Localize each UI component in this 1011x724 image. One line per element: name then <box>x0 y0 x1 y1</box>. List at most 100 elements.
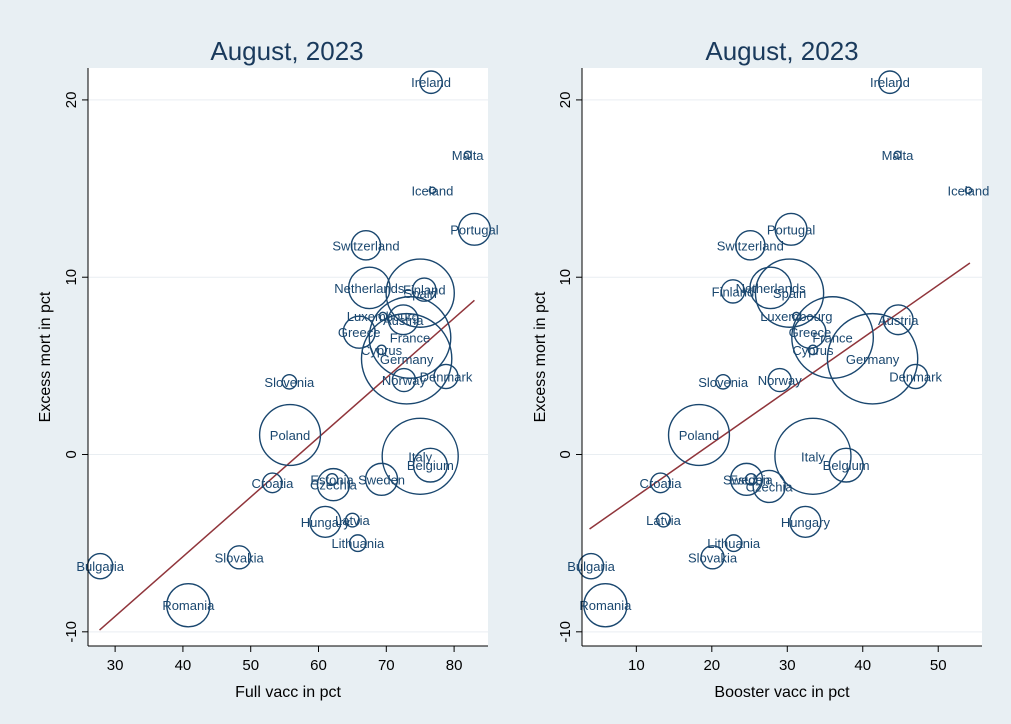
point-marker <box>744 472 758 486</box>
point-marker <box>261 472 283 494</box>
point-marker <box>258 403 322 467</box>
point-marker <box>344 512 360 528</box>
y-tick-label: 20 <box>63 92 80 109</box>
point-label: Romania <box>162 598 215 613</box>
point-marker <box>729 462 764 497</box>
point-label: Croatia <box>640 476 683 491</box>
y-axis-label: Excess mort in pct <box>532 291 549 422</box>
point-marker <box>964 186 973 195</box>
point-marker <box>412 447 448 483</box>
grid-lines <box>582 99 982 633</box>
point-label: Germany <box>380 352 434 367</box>
point-label: Austria <box>878 313 919 328</box>
point-marker <box>882 304 914 336</box>
point-label: Luxembourg <box>347 309 419 324</box>
point-marker <box>583 582 628 628</box>
point-label: France <box>812 330 852 345</box>
point-marker <box>774 417 852 496</box>
point-label: Czechia <box>746 479 794 494</box>
point-label: Ireland <box>870 75 910 90</box>
point-label: Czechia <box>310 478 358 493</box>
point-label: Belgium <box>407 458 454 473</box>
point-label: Switzerland <box>717 238 784 253</box>
point-marker <box>226 545 252 570</box>
point-marker <box>381 417 459 496</box>
point-marker <box>789 505 822 539</box>
x-tick-label: 50 <box>930 657 947 674</box>
x-tick-label: 30 <box>107 657 124 674</box>
point-marker <box>411 277 437 302</box>
grid-lines <box>88 99 488 633</box>
point-label: Portugal <box>450 222 499 237</box>
point-marker <box>281 373 298 390</box>
point-label: Italy <box>801 449 825 464</box>
point-label: Greece <box>338 325 381 340</box>
point-marker <box>166 582 211 628</box>
y-tick-label: 0 <box>557 450 574 458</box>
point-marker <box>428 186 437 195</box>
point-label: Iceland <box>411 183 453 198</box>
point-marker <box>655 512 672 528</box>
point-marker <box>828 447 864 483</box>
point-label: Netherlands <box>334 281 405 296</box>
point-label: Slovenia <box>264 375 315 390</box>
point-label: Sweden <box>723 472 770 487</box>
point-label: Slovenia <box>698 375 749 390</box>
point-label: Netherlands <box>736 281 807 296</box>
point-marker <box>391 367 417 393</box>
y-axis-label: Excess mort in pct <box>37 291 54 422</box>
point-marker <box>749 266 793 310</box>
y-tick-label: 20 <box>557 92 574 109</box>
point-marker <box>826 312 919 405</box>
x-tick-label: 10 <box>628 657 645 674</box>
point-marker <box>309 505 342 539</box>
point-marker <box>368 296 452 379</box>
y-tick-label: -10 <box>557 621 574 643</box>
x-axis-label: Booster vacc in pct <box>714 684 850 701</box>
point-marker <box>793 315 827 349</box>
panel-title: August, 2023 <box>210 36 363 66</box>
point-marker <box>463 150 472 160</box>
point-marker <box>650 472 671 494</box>
point-marker <box>767 367 792 393</box>
x-tick-label: 20 <box>703 657 720 674</box>
point-marker <box>807 344 819 356</box>
x-tick-label: 30 <box>779 657 796 674</box>
point-label: Slovakia <box>688 550 738 565</box>
point-label: Lithuania <box>331 536 385 551</box>
point-marker <box>348 534 367 553</box>
y-tick-label: 10 <box>557 269 574 286</box>
point-label: Cyprus <box>792 343 834 358</box>
point-marker <box>385 258 455 328</box>
point-marker <box>342 315 376 349</box>
point-label: Lithuania <box>707 536 761 551</box>
x-tick-label: 50 <box>242 657 259 674</box>
point-marker <box>752 469 786 504</box>
point-marker <box>720 279 746 304</box>
point-label: Romania <box>579 598 632 613</box>
point-marker <box>347 266 391 310</box>
y-tick-label: 0 <box>63 450 80 458</box>
point-label: Poland <box>270 428 310 443</box>
x-tick-label: 60 <box>310 657 327 674</box>
axes: -10 0 10 20 30 40 50 60 70 80 <box>63 68 488 674</box>
plot-area <box>582 68 982 646</box>
point-label: Croatia <box>251 476 294 491</box>
point-marker <box>735 230 766 261</box>
point-label: Cyprus <box>361 343 403 358</box>
point-label: Greece <box>789 325 832 340</box>
point-label: Austria <box>383 313 424 328</box>
point-label: Malta <box>452 148 485 163</box>
point-marker <box>902 363 929 390</box>
plot-area <box>88 68 488 646</box>
x-tick-label: 40 <box>854 657 871 674</box>
point-marker <box>700 545 725 570</box>
panel-booster-vacc: August, 2023 Ireland Malta Iceland Portugal… <box>532 36 989 701</box>
point-marker <box>360 312 453 405</box>
x-tick-label: 80 <box>446 657 463 674</box>
point-label: Latvia <box>646 513 681 528</box>
point-marker <box>577 552 605 580</box>
axes: -10 0 10 20 10 20 30 40 50 <box>557 68 982 674</box>
point-marker <box>325 472 339 486</box>
point-label: Belgium <box>823 458 870 473</box>
